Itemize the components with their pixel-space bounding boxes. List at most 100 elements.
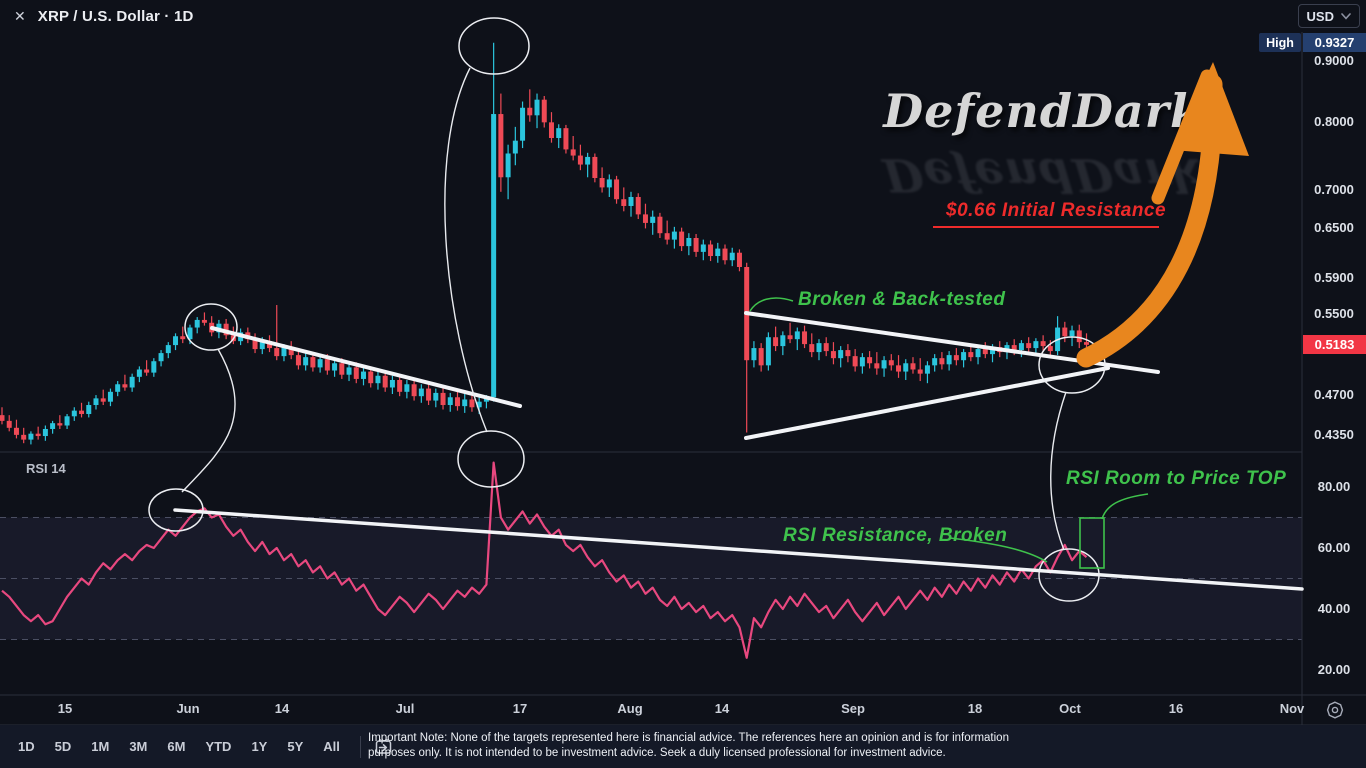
candle-body: [874, 363, 880, 369]
toolbar-divider: [359, 735, 361, 758]
candle-body: [802, 331, 808, 345]
connector-curve: [1050, 391, 1067, 551]
highlight-circle: [148, 488, 204, 532]
highlight-circle: [184, 303, 238, 351]
highlight-circle: [1038, 548, 1100, 602]
candle-body: [664, 233, 670, 240]
candle-body: [13, 427, 19, 435]
range-button-6m[interactable]: 6M: [167, 739, 186, 754]
rsi-room-box: [1079, 517, 1105, 569]
close-icon[interactable]: ✕: [14, 7, 26, 24]
price-tick: 0.4700: [1314, 387, 1354, 403]
candle-body: [165, 345, 171, 354]
candle-body: [939, 358, 945, 365]
candle-body: [201, 319, 207, 323]
chevron-down-icon: [1341, 12, 1351, 20]
candle-body: [483, 397, 489, 402]
disclaimer-line-2: purposes only. It is not intended to be …: [368, 747, 946, 759]
candle-body: [599, 177, 605, 188]
goto-date-button[interactable]: [371, 734, 397, 760]
candle-body: [997, 347, 1003, 353]
candle-body: [332, 363, 338, 371]
connector-curve: [444, 67, 488, 433]
trendline: [744, 311, 1160, 374]
range-button-5d[interactable]: 5D: [54, 739, 72, 754]
candle-body: [650, 216, 656, 223]
candle-body: [606, 179, 612, 188]
price-tick: 0.8000: [1314, 113, 1354, 129]
axis-settings-button[interactable]: [1320, 698, 1350, 722]
candle-body: [780, 335, 786, 347]
range-button-all[interactable]: All: [323, 739, 340, 754]
candle-body: [42, 428, 48, 437]
time-label: Jul: [395, 701, 415, 716]
candle-body: [21, 434, 27, 440]
candle-body: [773, 337, 779, 347]
candle-body: [845, 350, 851, 357]
candle-body: [512, 140, 518, 154]
candle-body: [838, 350, 844, 359]
candle-body: [686, 238, 692, 247]
candle-body: [1076, 330, 1082, 343]
candle-body: [888, 360, 894, 366]
candle-body: [859, 357, 865, 367]
candle-body: [216, 323, 222, 333]
high-label-chip: High: [1259, 33, 1301, 52]
candle-body: [267, 341, 273, 349]
candle-body: [252, 339, 258, 350]
highlight-circle: [1038, 336, 1106, 394]
candle-body: [671, 231, 677, 240]
range-button-1y[interactable]: 1Y: [251, 739, 268, 754]
candle-body: [1026, 343, 1032, 349]
candle-body: [64, 416, 70, 426]
candle-body: [548, 122, 554, 139]
last-price-badge: 0.5183: [1303, 335, 1366, 354]
candle-body: [924, 365, 930, 374]
indicator-label[interactable]: RSI 14: [26, 461, 66, 476]
price-axis[interactable]: 0.9000 0.8000 0.7000 0.6500 0.5900 0.5500 0.47…: [1302, 32, 1366, 695]
candle-body: [903, 363, 909, 372]
candle-body: [917, 369, 923, 374]
candle-body: [1040, 341, 1046, 347]
range-button-1m[interactable]: 1M: [91, 739, 110, 754]
candle-body: [1033, 341, 1039, 349]
currency-label: USD: [1306, 8, 1334, 24]
range-button-5y[interactable]: 5Y: [287, 739, 304, 754]
candle-body: [368, 371, 374, 384]
time-label: 18: [967, 701, 983, 716]
rsi-tick: 40.00: [1317, 601, 1351, 616]
candle-body: [520, 107, 526, 141]
candle-body: [823, 343, 829, 352]
candle-body: [57, 423, 63, 426]
candle-body: [715, 248, 721, 257]
annotation-pointer: [749, 297, 794, 312]
range-button-3m[interactable]: 3M: [129, 739, 148, 754]
time-label: Nov: [1279, 701, 1305, 716]
annotation-pointer: [1101, 493, 1149, 520]
chart-header: ✕ XRP / U.S. Dollar · 1D: [0, 0, 1302, 32]
candle-body: [816, 343, 822, 353]
candle-body: [881, 360, 887, 369]
candle-body: [129, 376, 135, 388]
range-button-ytd[interactable]: YTD: [205, 739, 232, 754]
candle-body: [505, 153, 511, 178]
symbol-title[interactable]: XRP / U.S. Dollar · 1D: [37, 7, 194, 25]
connector-curve: [181, 348, 236, 493]
candle-body: [397, 379, 403, 392]
candle-body: [346, 367, 352, 375]
candle-body: [310, 357, 316, 368]
candle-body: [708, 244, 714, 257]
currency-selector[interactable]: USD: [1297, 4, 1360, 28]
time-label: 14: [714, 701, 730, 716]
candle-body: [303, 357, 309, 366]
candle-body: [614, 179, 620, 200]
candle-body: [1047, 346, 1053, 352]
candle-body: [462, 399, 468, 407]
candle-body: [476, 401, 482, 408]
range-button-1d[interactable]: 1D: [18, 739, 35, 754]
candle-body: [990, 347, 996, 355]
time-axis[interactable]: 15 Jun 14 Jul 17 Aug 14 Sep 18 Oct 16 Nov: [0, 695, 1305, 725]
candle-body: [794, 331, 800, 340]
trendline: [173, 508, 1304, 591]
candle-body: [527, 107, 533, 116]
